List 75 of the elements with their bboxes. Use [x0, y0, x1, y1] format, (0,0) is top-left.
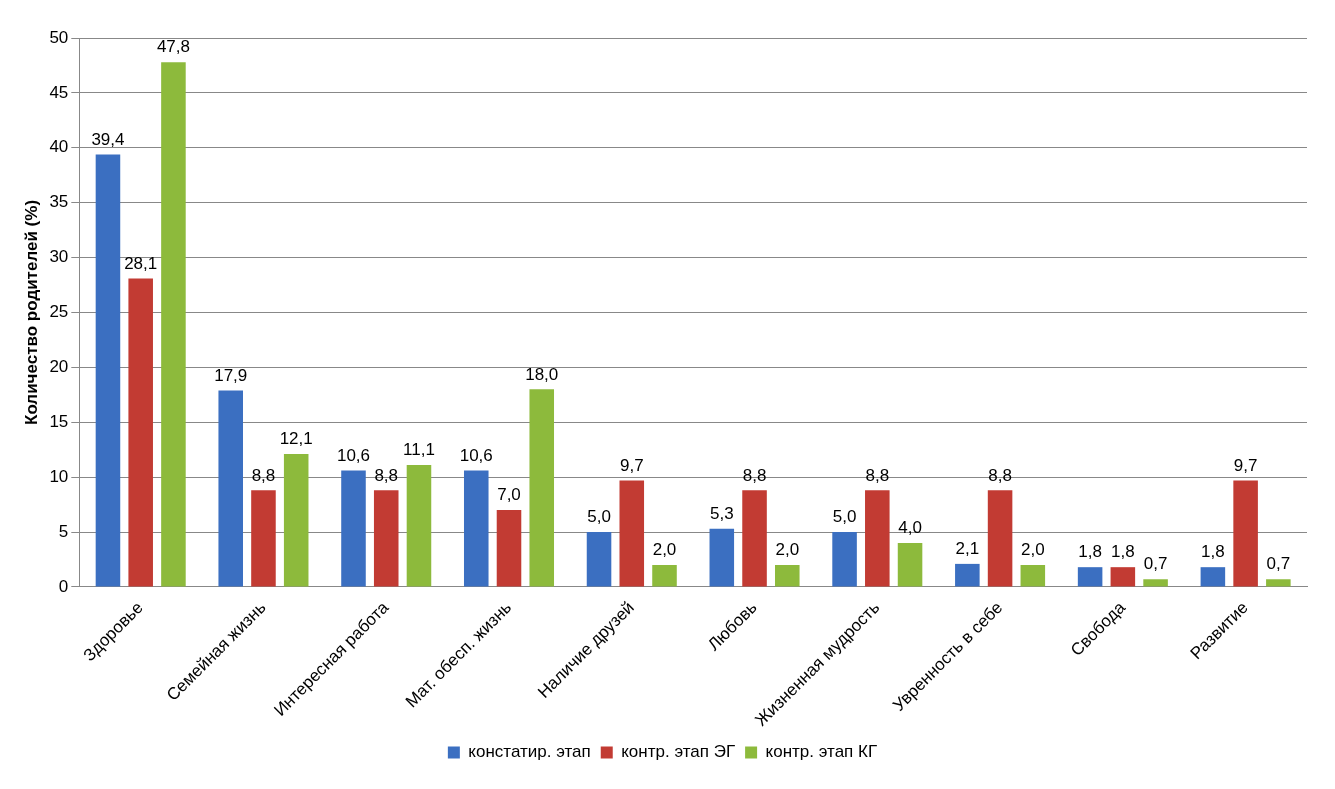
- data-label: 28,1: [124, 253, 158, 273]
- data-label: 10,6: [459, 445, 493, 465]
- y-axis-title: Количество родителей (%): [21, 199, 41, 425]
- y-tick-label: 0: [58, 576, 69, 596]
- data-label: 7,0: [497, 485, 521, 505]
- y-tick-label: 25: [49, 302, 69, 322]
- bar: [832, 532, 857, 587]
- y-tick-label: 5: [58, 521, 69, 541]
- bar: [775, 564, 800, 587]
- bar: [1077, 567, 1103, 587]
- bar: [865, 490, 890, 587]
- y-tick-label: 45: [49, 82, 69, 102]
- bar: [251, 490, 276, 587]
- bar: [652, 564, 677, 587]
- y-tick-label: 35: [49, 192, 69, 212]
- data-label: 2,0: [652, 540, 677, 560]
- data-label: 9,7: [619, 455, 644, 475]
- bar: [586, 532, 612, 587]
- data-label: 8,8: [742, 465, 767, 485]
- bar: [1200, 567, 1226, 587]
- bar: [283, 454, 309, 587]
- bar: [742, 490, 767, 587]
- bar: [619, 480, 645, 587]
- data-label: 8,8: [374, 465, 399, 485]
- data-label: 0,7: [1143, 554, 1168, 574]
- bar: [218, 390, 243, 587]
- bar: [709, 528, 735, 587]
- data-label: 5,3: [709, 503, 734, 523]
- bar: [1233, 480, 1258, 587]
- bar: [987, 490, 1013, 587]
- bar: [341, 470, 366, 587]
- data-label: 2,0: [1021, 540, 1045, 560]
- data-label: 1,8: [1201, 542, 1225, 562]
- legend-label: констатир. этап: [468, 742, 591, 762]
- data-label: 1,8: [1111, 542, 1135, 562]
- data-label: 4,0: [898, 518, 922, 538]
- data-label: 9,7: [1233, 455, 1258, 475]
- legend-label: контр. этап КГ: [765, 742, 878, 762]
- data-label: 39,4: [91, 129, 125, 149]
- data-label: 11,1: [403, 440, 435, 460]
- data-label: 47,8: [156, 37, 190, 57]
- data-label: 0,7: [1266, 554, 1291, 574]
- data-label: 17,9: [214, 365, 248, 385]
- bar: [128, 278, 153, 587]
- data-label: 12,1: [279, 429, 313, 449]
- bar: [463, 470, 489, 587]
- bar: [1143, 579, 1168, 587]
- data-label: 2,1: [955, 539, 980, 559]
- data-label: 8,8: [988, 465, 1012, 485]
- bar: [161, 62, 186, 587]
- data-label: 2,0: [775, 540, 800, 560]
- legend-label: контр. этап ЭГ: [621, 742, 736, 762]
- data-label: 8,8: [865, 465, 890, 485]
- data-label: 18,0: [525, 364, 559, 384]
- bar: [955, 563, 980, 587]
- y-tick-label: 10: [49, 466, 69, 486]
- bar: [1266, 579, 1291, 587]
- y-tick-label: 50: [49, 27, 69, 47]
- y-tick-label: 20: [49, 357, 69, 377]
- bar: [897, 543, 923, 587]
- bar: [406, 465, 432, 587]
- bar: [373, 490, 399, 587]
- data-label: 5,0: [587, 507, 611, 527]
- y-tick-label: 40: [49, 137, 69, 157]
- bar: [1020, 564, 1046, 587]
- bar: [496, 510, 522, 587]
- y-tick-label: 30: [49, 247, 69, 267]
- data-label: 5,0: [832, 507, 857, 527]
- data-label: 10,6: [336, 445, 371, 465]
- data-label: 8,8: [251, 465, 276, 485]
- bar: [95, 154, 121, 587]
- bar: [1110, 567, 1136, 587]
- data-label: 1,8: [1078, 542, 1102, 562]
- bar: [529, 389, 555, 587]
- y-tick-label: 15: [49, 411, 69, 431]
